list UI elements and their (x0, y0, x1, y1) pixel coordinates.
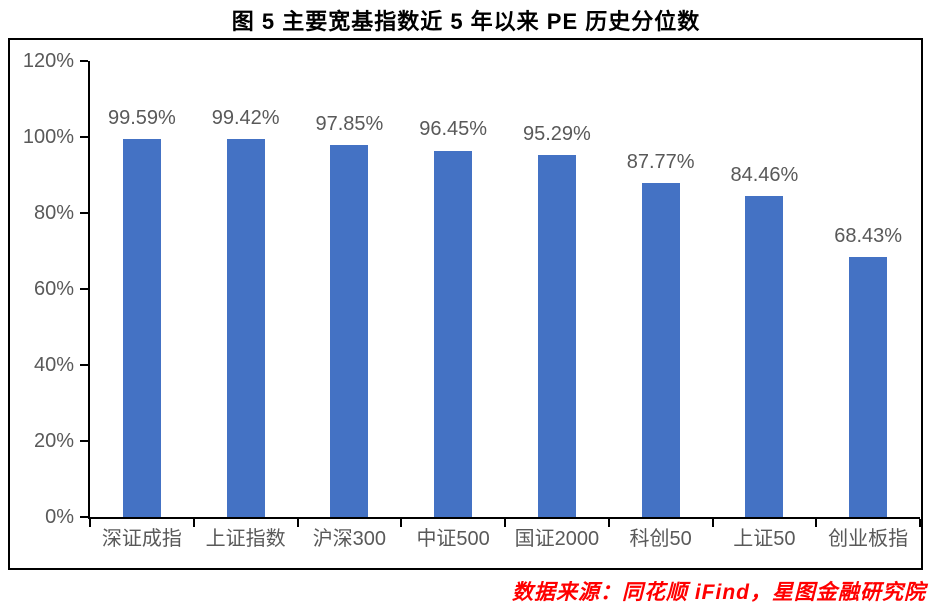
category-label: 上证指数 (205, 528, 286, 550)
y-axis-tick-label: 80% (33, 202, 74, 224)
chart-border-box: 0% 20% 40% 60% 80% 100% 120% 99.59% 深证成指 99.42% 上证… (8, 38, 923, 570)
y-axis-tick (80, 60, 88, 62)
y-axis-tick-label: 0% (45, 506, 74, 528)
y-axis-tick-label: 60% (33, 278, 74, 300)
category-label: 科创50 (629, 528, 692, 550)
bar (641, 183, 680, 517)
bar (226, 139, 265, 517)
x-axis-tick (296, 519, 299, 527)
bar-value-label: 96.45% (419, 118, 488, 141)
category-label: 国证2000 (514, 528, 600, 550)
y-axis-tick (80, 212, 88, 214)
y-axis-tick (80, 516, 88, 518)
bar-value-label: 99.42% (211, 107, 280, 130)
x-axis-tick (607, 519, 610, 527)
bar-value-label: 97.85% (315, 113, 384, 136)
y-axis-tick-label: 100% (22, 126, 74, 148)
bar (849, 256, 888, 517)
plot-area: 0% 20% 40% 60% 80% 100% 120% 99.59% 深证成指 99.42% 上证… (23, 51, 921, 550)
y-axis-tick-label: 40% (33, 354, 74, 376)
bar (434, 150, 473, 517)
x-axis-tick (815, 519, 818, 527)
y-axis-tick (80, 440, 88, 442)
bar-value-label: 84.46% (730, 164, 799, 187)
bar (537, 154, 576, 517)
bar (330, 145, 369, 517)
x-axis-tick (504, 519, 506, 527)
x-axis-tick (400, 519, 403, 527)
x-axis-tick (711, 519, 714, 527)
y-axis-tick-label: 20% (33, 430, 74, 452)
chart-title: 图 5 主要宽基指数近 5 年以来 PE 历史分位数 (231, 9, 701, 34)
y-axis-tick (80, 136, 88, 138)
category-label: 上证50 (733, 528, 796, 550)
bar-value-label: 95.29% (522, 122, 591, 145)
x-axis-tick (192, 519, 195, 527)
x-axis-tick (89, 519, 91, 527)
bar-value-label: 87.77% (626, 151, 695, 174)
category-label: 创业板指 (828, 528, 909, 550)
bar-value-label: 68.43% (834, 224, 903, 247)
data-source-note: 数据来源：同花顺 iFind，星图金融研究院 (512, 581, 926, 604)
x-axis-tick (919, 519, 921, 527)
category-label: 中证500 (416, 528, 490, 550)
bar (745, 196, 784, 517)
category-label: 深证成指 (101, 528, 182, 550)
y-axis-tick-label: 120% (22, 50, 74, 72)
y-axis-tick (80, 364, 88, 366)
bar-value-label: 99.59% (107, 106, 176, 129)
y-axis-tick (80, 288, 88, 290)
bar (122, 138, 161, 517)
category-label: 沪深300 (312, 528, 387, 550)
